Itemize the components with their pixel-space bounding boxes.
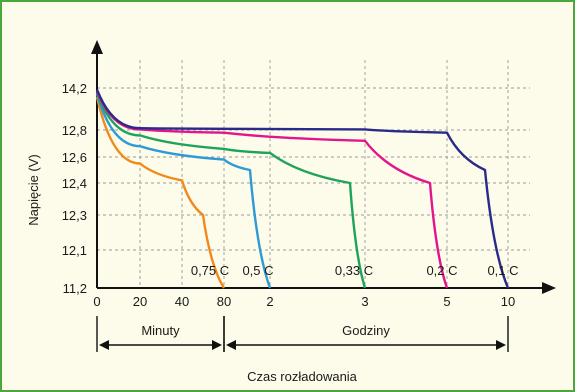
series-line (95, 92, 367, 289)
y-tick-label: 12,4 (62, 176, 87, 191)
x-group-label: Godziny (342, 323, 390, 338)
group-arrow-head (496, 340, 506, 350)
y-tick-labels: 11,2 12,1 12,3 12,4 12,6 12,8 14,2 (62, 81, 87, 296)
x-tick-label: 10 (501, 294, 515, 309)
y-tick-label: 12,6 (62, 150, 87, 165)
grid (97, 60, 530, 288)
series-end-label: 0,1 C (487, 263, 518, 278)
x-axis-arrow (542, 282, 556, 294)
series-end-labels: 0,75 C 0,5 C 0,33 C 0,2 C 0,1 C (191, 263, 519, 278)
y-axis-label: Napięcie (V) (26, 154, 41, 226)
axes (91, 40, 556, 294)
series-line (95, 89, 510, 289)
x-tick-labels: 0 20 40 80 2 3 5 10 (93, 294, 515, 309)
x-groups: Minuty Godziny (96, 316, 509, 352)
series-end-label: 0,2 C (426, 263, 457, 278)
x-axis-label: Czas rozładowania (247, 369, 358, 384)
series-end-label: 0,5 C (242, 263, 273, 278)
x-tick-label: 80 (217, 294, 231, 309)
group-arrow-head (226, 340, 236, 350)
x-tick-label: 20 (133, 294, 147, 309)
y-tick-label: 14,2 (62, 81, 87, 96)
x-group-label: Minuty (141, 323, 180, 338)
y-tick-label: 12,8 (62, 123, 87, 138)
series-line (95, 93, 272, 289)
y-tick-label: 12,1 (62, 243, 87, 258)
x-tick-label: 2 (266, 294, 273, 309)
x-tick-label: 0 (93, 294, 100, 309)
series-end-label: 0,75 C (191, 263, 229, 278)
group-arrow-head (212, 340, 222, 350)
y-axis-arrow (91, 40, 103, 54)
x-tick-label: 5 (443, 294, 450, 309)
y-tick-label: 12,3 (62, 208, 87, 223)
series-line (95, 96, 226, 289)
series-line (95, 90, 449, 289)
group-arrow-head (99, 340, 109, 350)
x-tick-label: 3 (361, 294, 368, 309)
x-tick-label: 40 (175, 294, 189, 309)
series-lines (95, 89, 510, 289)
y-tick-label: 11,2 (63, 281, 87, 296)
series-end-label: 0,33 C (335, 263, 373, 278)
